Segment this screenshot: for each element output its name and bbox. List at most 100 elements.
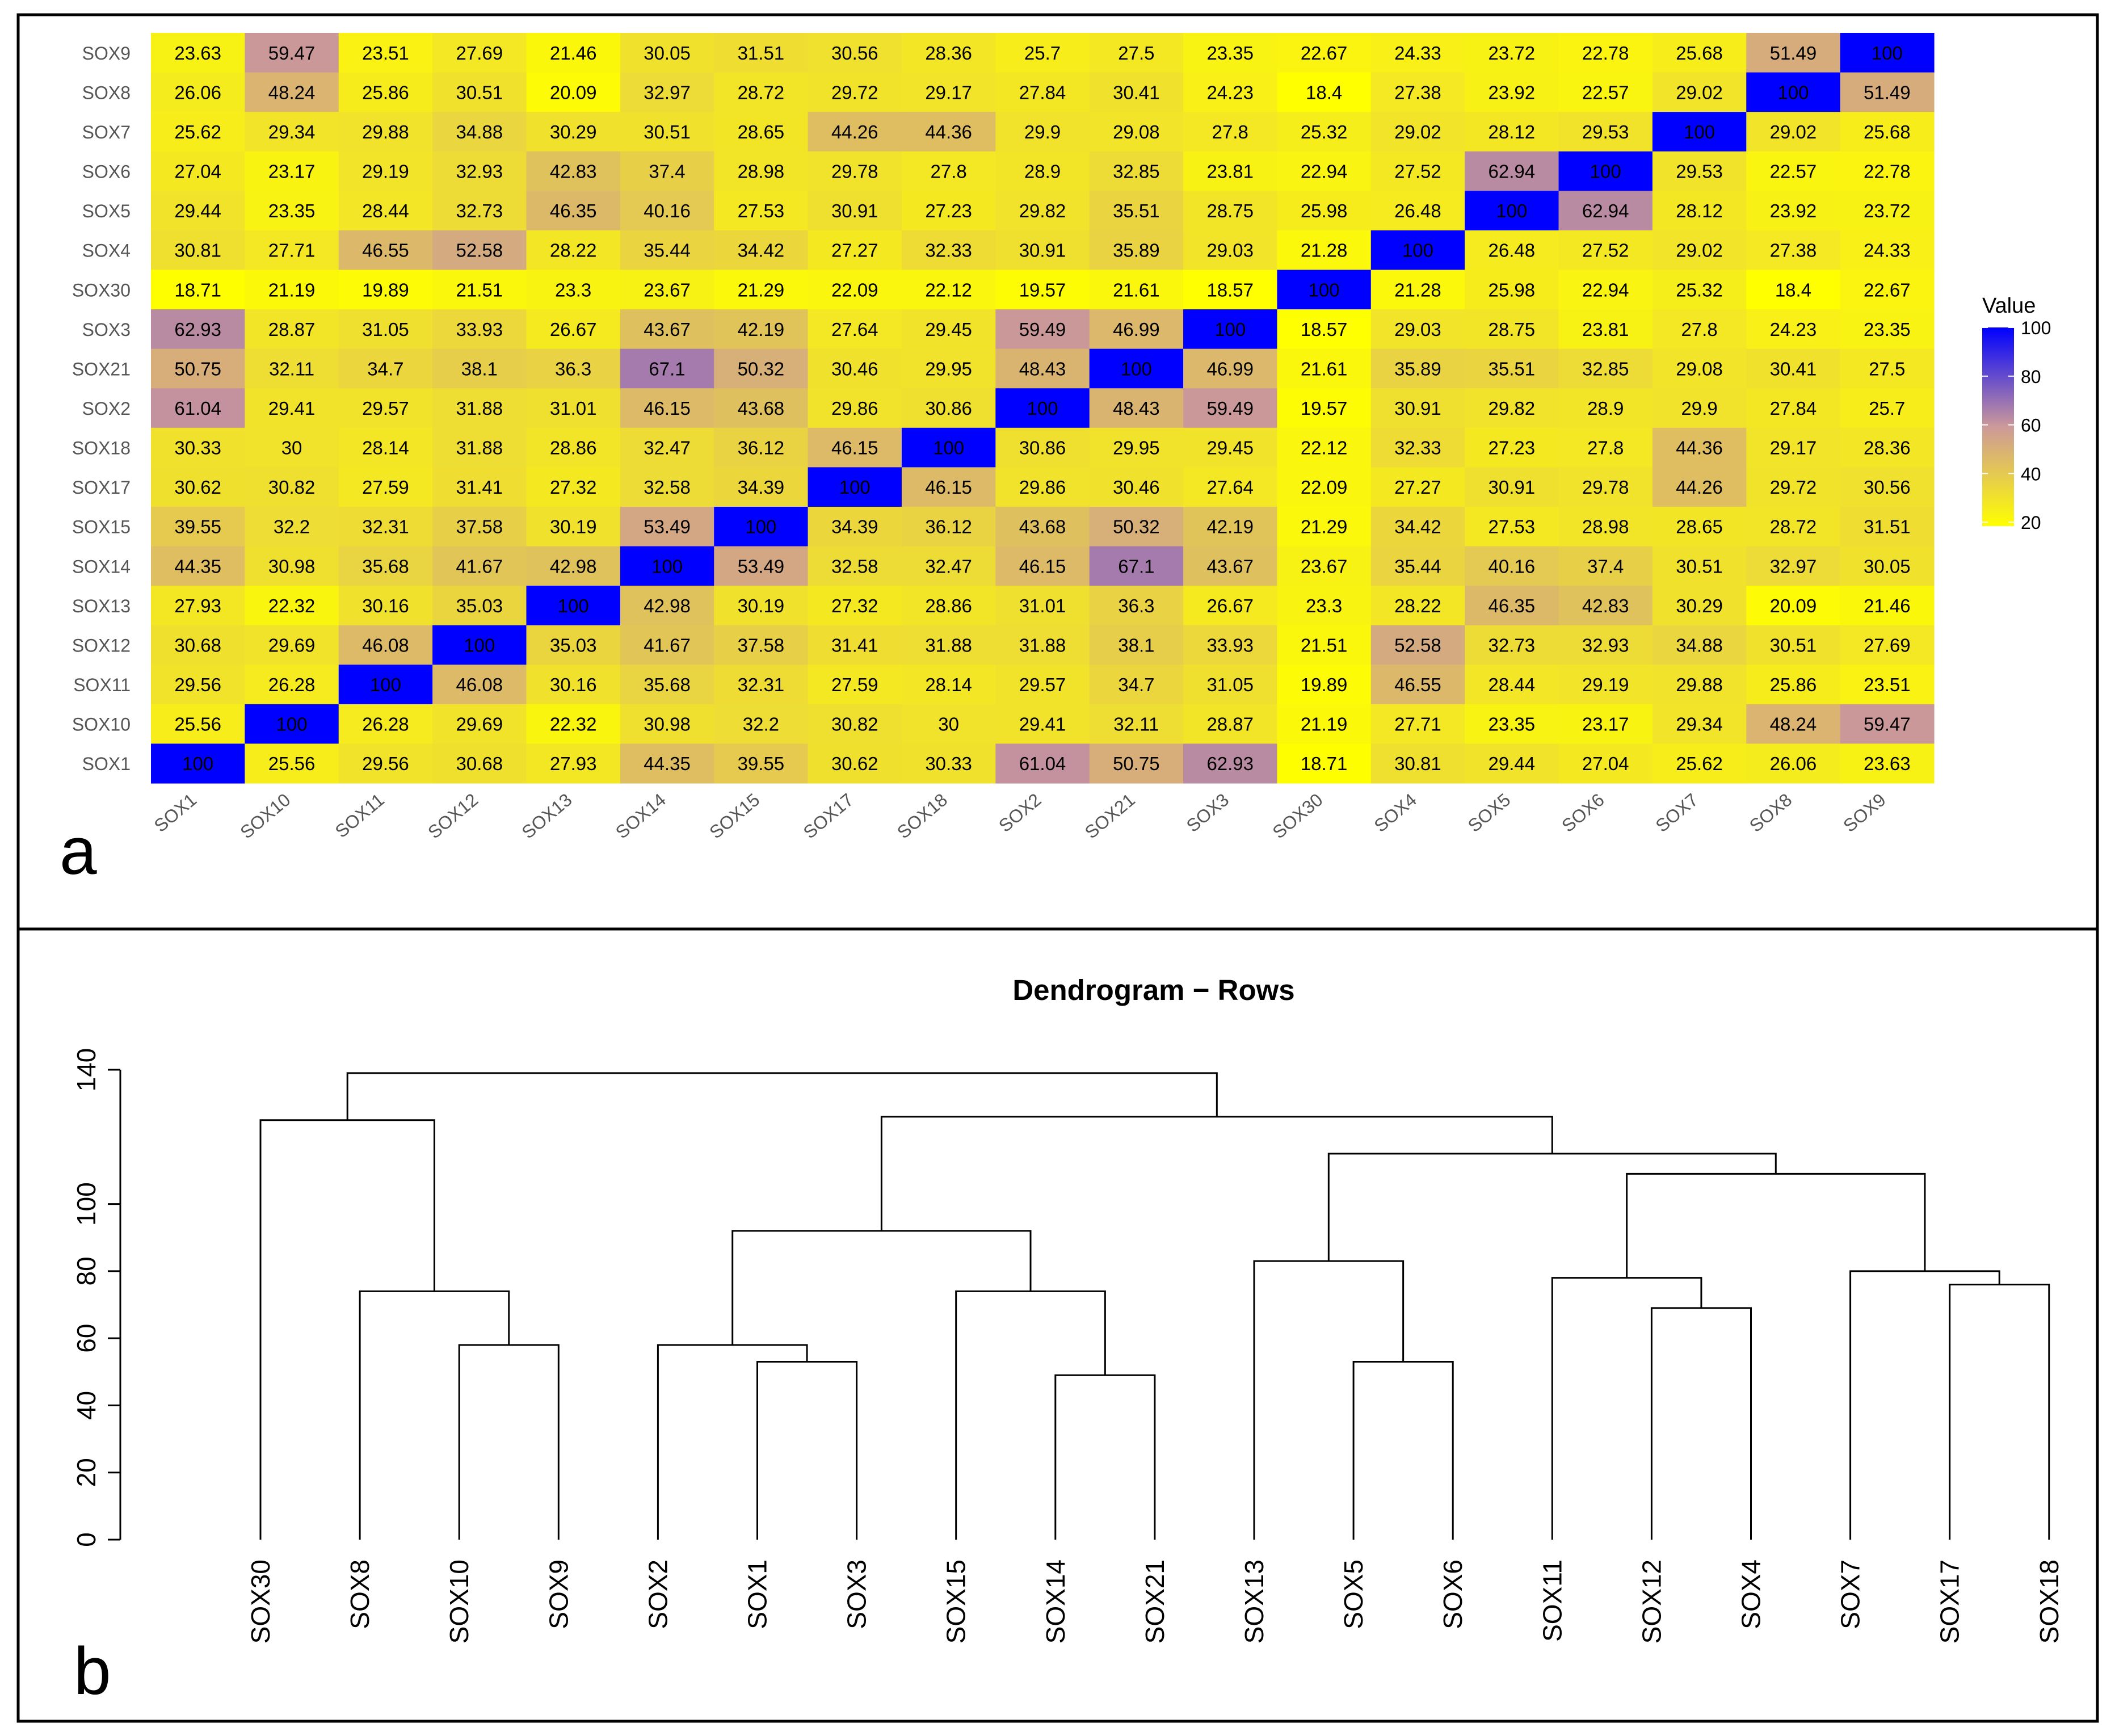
- heatmap-cell: [1277, 388, 1372, 428]
- heatmap-cell: [526, 506, 621, 547]
- heatmap-cell-label: 27.52: [1582, 240, 1629, 261]
- heatmap-cell-label: 30.33: [925, 753, 972, 774]
- heatmap-cell: [901, 151, 996, 191]
- heatmap-cell-label: 34.88: [1676, 634, 1723, 655]
- heatmap-cell: [714, 388, 809, 428]
- heatmap-cell: [714, 72, 809, 112]
- heatmap-cell-label: 31.05: [1206, 674, 1254, 695]
- heatmap-cell: [432, 467, 527, 507]
- heatmap-cell: [1183, 388, 1278, 428]
- heatmap-cell-label: 23.81: [1582, 319, 1629, 340]
- heatmap-cell: [432, 506, 527, 547]
- heatmap-cell-label: 19.57: [1301, 398, 1348, 419]
- heatmap-cell-label: 30.46: [1113, 477, 1160, 498]
- heatmap-cell: [1089, 230, 1184, 271]
- heatmap-cell: [1277, 467, 1372, 507]
- heatmap-cell: [432, 625, 527, 665]
- heatmap-cell-label: 31.05: [362, 319, 409, 340]
- heatmap-cell-label: 29.78: [1582, 477, 1629, 498]
- heatmap-cell: [995, 33, 1090, 73]
- heatmap-cell-label: 43.68: [1019, 516, 1066, 537]
- heatmap-cell: [620, 704, 714, 745]
- heatmap-cell-label: 30.16: [362, 595, 409, 616]
- heatmap-cell: [901, 625, 996, 665]
- heatmap-cell: [245, 506, 339, 547]
- heatmap-cell-label: 48.43: [1113, 398, 1160, 419]
- leaf-label: SOX12: [1637, 1560, 1666, 1643]
- heatmap-cell: [151, 191, 245, 231]
- heatmap-cell: [1370, 270, 1465, 310]
- heatmap-cell: [1370, 112, 1465, 152]
- heatmap-cell-label: 27.84: [1019, 82, 1066, 103]
- heatmap-cell: [245, 230, 339, 271]
- heatmap-cell-label: 27.5: [1118, 43, 1154, 64]
- heatmap-cell: [1465, 506, 1559, 547]
- heatmap-cell-label: 25.86: [362, 82, 409, 103]
- heatmap-cell: [1277, 743, 1372, 784]
- heatmap-cell-label: 22.78: [1582, 43, 1629, 64]
- heatmap-cell-label: 26.48: [1394, 200, 1441, 221]
- heatmap-cell: [808, 230, 902, 271]
- heatmap-cell-label: 61.04: [1019, 753, 1066, 774]
- heatmap-cell: [1370, 704, 1465, 745]
- y-axis-label: SOX5: [82, 201, 131, 221]
- heatmap-cell: [1558, 151, 1653, 191]
- heatmap-cell: [1183, 506, 1278, 547]
- leaf-label: SOX1: [743, 1560, 772, 1629]
- heatmap-cell-label: 23.35: [1864, 319, 1911, 340]
- heatmap-cell-label: 27.27: [831, 240, 878, 261]
- heatmap-cell-label: 19.57: [1019, 279, 1066, 300]
- y-axis-tick-label: 20: [72, 1458, 101, 1487]
- heatmap-cell-label: 43.67: [644, 319, 691, 340]
- heatmap-cell-label: 53.49: [644, 516, 691, 537]
- heatmap-cell-label: 30.51: [1770, 634, 1817, 655]
- heatmap-cell: [1183, 151, 1278, 191]
- heatmap-cell-label: 51.49: [1770, 43, 1817, 64]
- heatmap-cell-label: 28.65: [738, 121, 785, 142]
- y-axis-label: SOX6: [82, 162, 131, 182]
- heatmap-cell-label: 29.86: [831, 398, 878, 419]
- heatmap-cell: [995, 348, 1090, 389]
- heatmap-cell-label: 67.1: [1118, 556, 1154, 577]
- heatmap-cell-label: 23.81: [1206, 161, 1254, 182]
- heatmap-cell: [1558, 427, 1653, 468]
- leaf-label: SOX13: [1239, 1560, 1269, 1643]
- heatmap-cell: [901, 309, 996, 350]
- heatmap-cell-label: 37.58: [456, 516, 503, 537]
- heatmap-cell-label: 34.7: [367, 358, 403, 379]
- heatmap-cell-label: 30.56: [831, 43, 878, 64]
- heatmap-cell: [995, 72, 1090, 112]
- heatmap-cell: [808, 506, 902, 547]
- heatmap-cell: [808, 388, 902, 428]
- heatmap-cell: [1370, 309, 1465, 350]
- heatmap-cell-label: 46.15: [831, 438, 878, 459]
- heatmap-cell: [1089, 704, 1184, 745]
- heatmap-cell: [1840, 309, 1935, 350]
- heatmap-cell: [151, 151, 245, 191]
- heatmap-cell: [995, 586, 1090, 626]
- heatmap-cell-label: 23.63: [1864, 753, 1911, 774]
- heatmap-cell: [432, 586, 527, 626]
- heatmap-cell-label: 46.35: [550, 200, 597, 221]
- heatmap-cell: [714, 704, 809, 745]
- y-axis-tick-label: 40: [72, 1391, 101, 1420]
- heatmap-cell-label: 32.2: [274, 516, 310, 537]
- heatmap-cell-label: 24.23: [1206, 82, 1254, 103]
- heatmap-cell: [1558, 665, 1653, 705]
- heatmap-cell-label: 100: [1309, 279, 1340, 300]
- heatmap-cell: [1465, 151, 1559, 191]
- heatmap-cell-label: 18.57: [1206, 279, 1254, 300]
- heatmap-cell: [1652, 309, 1747, 350]
- leaf-label: SOX11: [1537, 1560, 1567, 1642]
- heatmap-cell: [901, 704, 996, 745]
- heatmap-cell-label: 25.86: [1770, 674, 1817, 695]
- heatmap-cell-label: 27.8: [1587, 438, 1624, 459]
- y-axis-label: SOX3: [82, 320, 131, 340]
- heatmap-cell-label: 32.97: [644, 82, 691, 103]
- heatmap-cell: [995, 506, 1090, 547]
- heatmap-cell-label: 28.36: [925, 43, 972, 64]
- heatmap-cell: [1746, 704, 1841, 745]
- heatmap-cell: [1277, 151, 1372, 191]
- heatmap-cell-label: 41.67: [644, 634, 691, 655]
- heatmap-cell: [620, 270, 714, 310]
